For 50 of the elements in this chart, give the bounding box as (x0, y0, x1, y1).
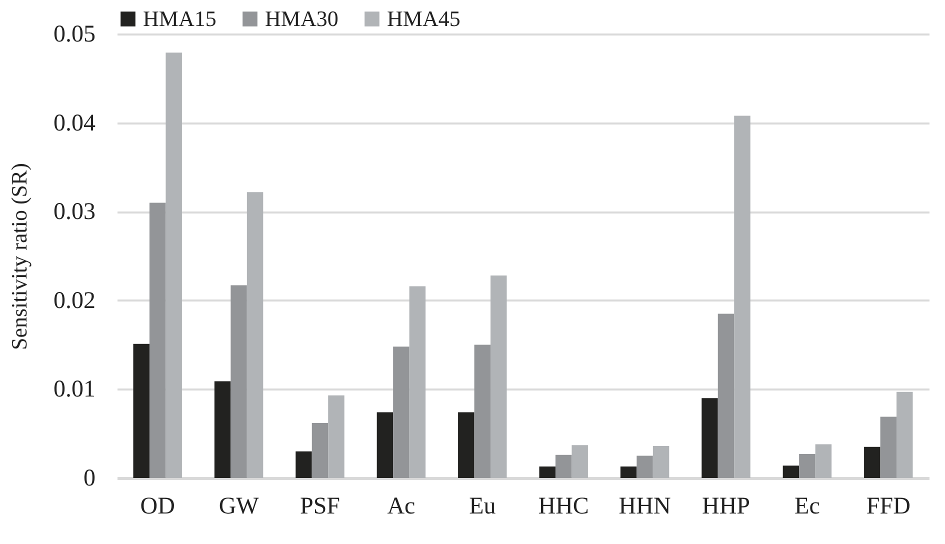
x-tick-label: Ec (794, 494, 820, 520)
x-tick-label: HHC (538, 494, 589, 520)
x-tick-label: FFD (866, 494, 910, 520)
x-tick-label: HHN (618, 494, 671, 520)
bar (376, 412, 394, 478)
bar (815, 444, 832, 478)
y-tick-label: 0.04 (54, 110, 96, 136)
bar (458, 412, 474, 478)
bar (246, 192, 264, 478)
bar (652, 446, 670, 478)
bar (133, 344, 150, 478)
x-tick-label: Eu (469, 494, 496, 520)
y-tick-label: 0.02 (54, 288, 96, 314)
bar (896, 392, 913, 478)
bar (474, 344, 491, 478)
y-axis-title: Sensitivity ratio (SR) (6, 163, 32, 350)
bar (539, 466, 556, 478)
bar (149, 202, 166, 478)
bar (620, 466, 637, 478)
bar (328, 395, 344, 478)
x-tick-label: PSF (300, 494, 340, 520)
x-tick-label: GW (218, 494, 260, 520)
bar (734, 116, 750, 478)
bar (555, 454, 572, 478)
bar (782, 466, 800, 478)
x-tick-label: HHP (702, 494, 750, 520)
bar (636, 456, 653, 478)
bar (864, 446, 880, 478)
bar (572, 445, 588, 478)
y-tick-label: 0.03 (54, 199, 96, 226)
bar (312, 422, 328, 478)
bar (409, 286, 426, 478)
bar (166, 52, 182, 478)
bar (799, 454, 816, 478)
legend-label: HMA15 (143, 6, 216, 31)
bar (702, 398, 718, 478)
bar (296, 451, 312, 478)
bar (393, 346, 410, 478)
bar (880, 416, 897, 478)
x-tick-label: OD (140, 494, 175, 520)
y-tick-label: 0.05 (54, 22, 96, 48)
x-tick-label: Ac (387, 494, 416, 520)
y-tick-label: 0.01 (54, 376, 96, 403)
bar (718, 314, 734, 478)
bar (214, 381, 231, 478)
bar (490, 276, 507, 478)
legend-label: HMA45 (387, 6, 460, 31)
legend-label: HMA30 (265, 6, 338, 31)
bar (230, 285, 247, 478)
y-tick-label: 0 (84, 466, 96, 492)
